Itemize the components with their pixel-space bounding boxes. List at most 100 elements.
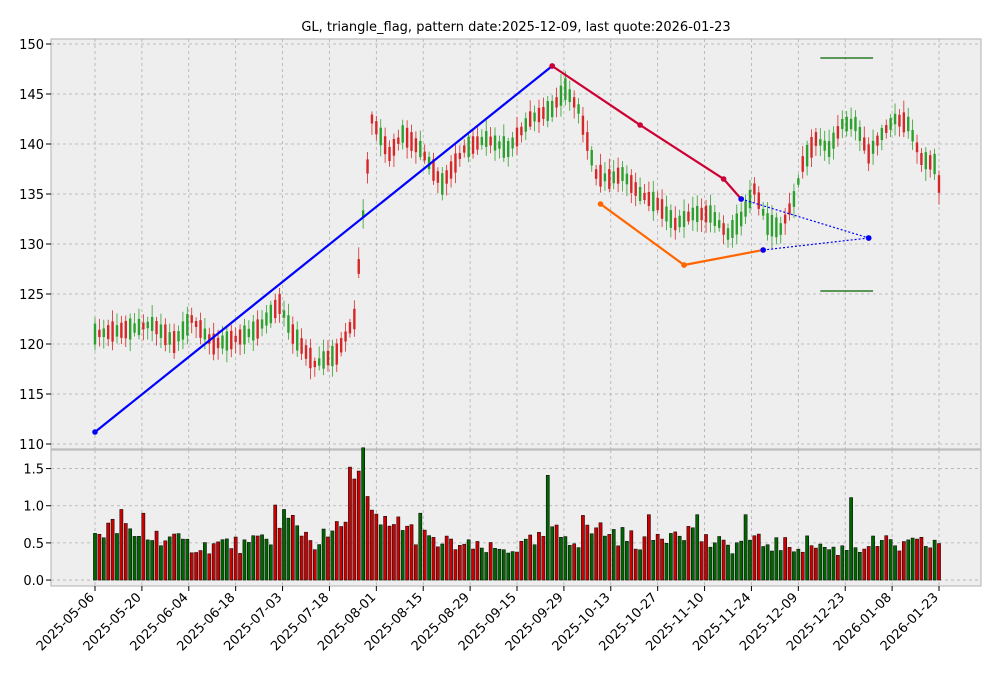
volume-bar	[220, 539, 225, 581]
volume-bar	[132, 536, 137, 581]
volume-bar	[387, 525, 392, 581]
volume-bar	[405, 525, 409, 581]
candle-body	[392, 138, 396, 156]
volume-bar	[378, 524, 383, 581]
candle-body	[893, 113, 897, 125]
candle-body	[238, 329, 242, 345]
volume-bar	[616, 545, 620, 581]
volume-bar	[493, 548, 497, 581]
volume-bar	[273, 504, 278, 581]
volume-bar	[871, 535, 875, 581]
candle-body	[542, 107, 545, 119]
volume-bar	[400, 530, 405, 581]
candle-body	[177, 331, 180, 342]
volume-bar	[840, 545, 845, 581]
candle-body	[317, 358, 321, 366]
volume-bar	[682, 540, 686, 581]
volume-bar	[576, 547, 581, 581]
volume-bar	[831, 546, 836, 581]
candle-body	[902, 112, 906, 133]
candle-body	[726, 228, 730, 240]
price-y-tick-label: 120	[19, 338, 44, 353]
volume-bar	[251, 535, 256, 581]
candle-body	[550, 100, 554, 118]
volume-bar	[554, 524, 559, 581]
volume-bar	[712, 542, 717, 581]
candle-body	[678, 215, 681, 228]
volume-bar	[677, 535, 682, 581]
candle-body	[199, 320, 202, 338]
volume-bar	[818, 543, 823, 581]
candle-body	[106, 325, 110, 340]
volume-bar	[198, 550, 203, 581]
volume-bar	[541, 536, 546, 581]
candle-body	[652, 191, 655, 212]
candle-body	[463, 145, 466, 153]
candle-body	[313, 360, 316, 368]
volume-bar	[383, 516, 387, 581]
volume-bar	[150, 540, 154, 581]
candle-body	[880, 127, 884, 141]
candle-body	[696, 205, 699, 223]
volume-bar	[603, 535, 607, 581]
candle-body	[871, 140, 875, 154]
candle-body	[528, 111, 532, 127]
volume-bar	[620, 527, 625, 581]
volume-bar	[299, 535, 304, 581]
volume-bar	[176, 533, 181, 581]
volume-bar	[708, 546, 713, 581]
volume-bar	[128, 528, 132, 581]
volume-bar	[392, 524, 396, 581]
candle-body	[247, 328, 251, 338]
candle-body	[172, 331, 176, 353]
volume-bar	[163, 540, 168, 581]
volume-bar	[647, 514, 651, 581]
candle-body	[331, 345, 334, 367]
volume-bar	[559, 537, 563, 581]
volume-bar	[537, 532, 541, 581]
volume-bar	[691, 527, 695, 581]
volume-bar	[734, 542, 739, 581]
volume-bar	[93, 533, 97, 581]
candle-body	[524, 118, 527, 132]
volume-bar	[167, 536, 172, 581]
volume-bar	[625, 541, 629, 581]
candle-body	[555, 97, 558, 108]
volume-bar	[449, 538, 453, 581]
volume-bar	[923, 546, 928, 581]
candle-body	[823, 140, 826, 151]
candle-body	[797, 178, 800, 185]
candle-body	[449, 161, 453, 179]
candle-body	[344, 331, 347, 342]
volume-bar	[304, 531, 308, 581]
volume-bar	[888, 539, 893, 581]
candle-body	[361, 210, 365, 218]
volume-bar	[264, 538, 269, 581]
pattern-point	[720, 176, 727, 182]
volume-bar	[730, 553, 735, 581]
candle-body	[801, 156, 804, 172]
candle-body	[304, 345, 308, 359]
candle-body	[682, 211, 686, 227]
candle-body	[858, 127, 862, 141]
volume-bar	[853, 547, 858, 581]
pattern-line	[763, 237, 869, 251]
candle-body	[863, 137, 866, 151]
volume-bar	[743, 514, 748, 581]
volume-bar	[893, 545, 897, 581]
volume-bar	[440, 543, 445, 581]
volume-bar	[611, 529, 616, 581]
volume-bar	[123, 523, 128, 581]
candle-body	[485, 131, 488, 147]
candle-body	[102, 328, 105, 338]
candle-body	[581, 115, 585, 135]
candle-body	[155, 320, 158, 335]
candle-body	[291, 324, 295, 344]
volume-bar	[528, 534, 533, 581]
candle-body	[256, 319, 259, 339]
volume-bar	[660, 538, 664, 581]
volume-bar	[629, 530, 634, 581]
volume-bar	[225, 538, 229, 581]
candle-body	[766, 213, 769, 235]
